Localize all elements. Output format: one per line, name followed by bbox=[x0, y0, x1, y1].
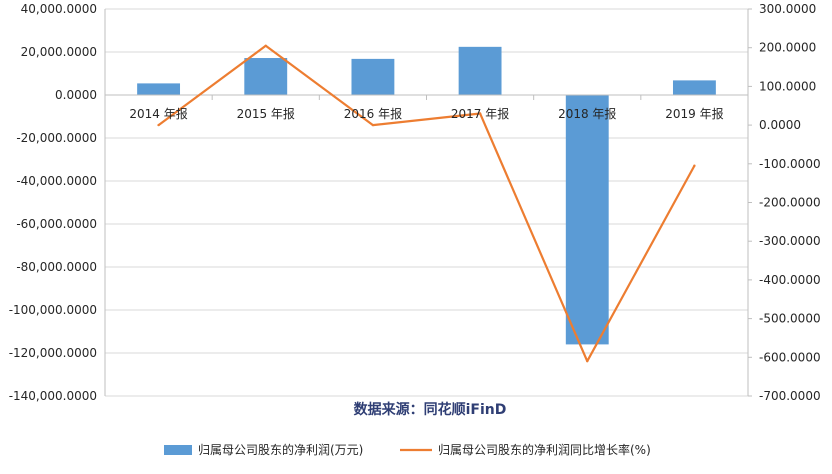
bar bbox=[672, 80, 716, 95]
growth-point bbox=[157, 123, 160, 127]
y-left-tick-label: -40,000.0000 bbox=[16, 174, 97, 188]
growth-line bbox=[157, 44, 696, 363]
y-right-tick-label: 300.0000 bbox=[759, 2, 816, 16]
y-left-tick-label: -80,000.0000 bbox=[16, 260, 97, 274]
y-left-tick-label: -20,000.0000 bbox=[16, 131, 97, 145]
y-right-tick-label: -100.0000 bbox=[759, 157, 821, 171]
growth-point bbox=[693, 164, 696, 167]
grid-lines bbox=[105, 8, 748, 397]
line-series bbox=[157, 44, 696, 363]
y-right-tick-label: -400.0000 bbox=[759, 273, 821, 287]
bar bbox=[565, 95, 609, 345]
bar bbox=[458, 46, 502, 95]
bar bbox=[351, 58, 395, 95]
y-right-tick-label: 100.0000 bbox=[759, 79, 816, 93]
y-right-tick-label: 0.0000 bbox=[759, 118, 801, 132]
x-category-label: 2016 年报 bbox=[344, 106, 402, 121]
y-right-tick-label: -300.0000 bbox=[759, 234, 821, 248]
legend-label-bar: 归属母公司股东的净利润(万元) bbox=[198, 442, 363, 457]
bar bbox=[137, 83, 181, 95]
y-right-tick-labels: 300.0000 200.0000 100.0000 0.0000 -100.0000 -… bbox=[759, 2, 821, 403]
x-category-label: 2018 年报 bbox=[558, 106, 616, 121]
legend-label-line: 归属母公司股东的净利润同比增长率(%) bbox=[438, 442, 651, 457]
y-left-tick-label: -100,000.0000 bbox=[9, 303, 97, 317]
growth-point bbox=[586, 359, 589, 363]
growth-point bbox=[264, 44, 267, 47]
growth-point bbox=[371, 123, 375, 127]
growth-point bbox=[478, 112, 482, 115]
y-right-tick-label: -600.0000 bbox=[759, 350, 821, 364]
x-category-label: 2014 年报 bbox=[129, 106, 187, 121]
y-right-tick-label: -200.0000 bbox=[759, 196, 821, 210]
x-category-label: 2019 年报 bbox=[665, 106, 723, 121]
x-category-label: 2017 年报 bbox=[451, 106, 509, 121]
axes bbox=[104, 8, 752, 397]
y-right-tick-label: -500.0000 bbox=[759, 312, 821, 326]
y-left-tick-labels: 40,000.0000 20,000.0000 0.0000 -20,000.0000… bbox=[9, 2, 97, 403]
y-left-tick-label: 40,000.0000 bbox=[21, 2, 97, 16]
y-left-tick-label: -140,000.0000 bbox=[9, 389, 97, 403]
y-left-tick-label: 20,000.0000 bbox=[21, 45, 97, 59]
legend-swatch-bar bbox=[164, 445, 192, 455]
x-category-labels: 2014 年报 2015 年报 2016 年报 2017 年报 2018 年报 2019 … bbox=[129, 106, 723, 121]
legend: 归属母公司股东的净利润(万元) 归属母公司股东的净利润同比增长率(%) bbox=[164, 442, 651, 457]
y-left-tick-label: -120,000.0000 bbox=[9, 346, 97, 360]
bar bbox=[244, 58, 288, 95]
y-left-tick-label: -60,000.0000 bbox=[16, 217, 97, 231]
x-category-label: 2015 年报 bbox=[237, 106, 295, 121]
y-right-tick-label: -700.0000 bbox=[759, 389, 821, 403]
y-right-tick-label: 200.0000 bbox=[759, 41, 816, 55]
bar-series bbox=[137, 46, 716, 345]
source-text: 数据来源：同花顺iFinD bbox=[354, 401, 507, 418]
y-left-tick-label: 0.0000 bbox=[55, 88, 97, 102]
